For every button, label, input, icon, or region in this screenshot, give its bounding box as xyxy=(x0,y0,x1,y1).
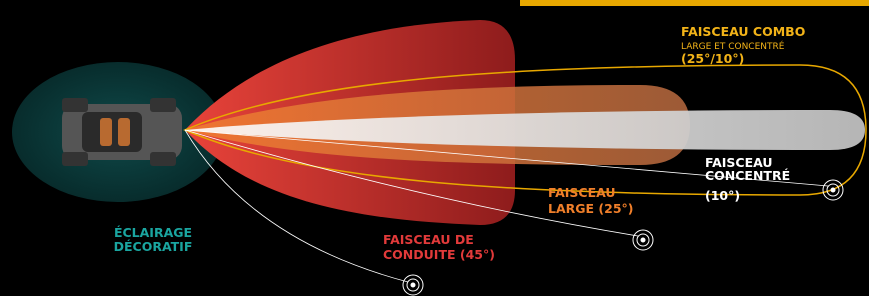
page: FAISCEAU COMBO LARGE ET CONCENTRÉ (25°/1… xyxy=(0,0,869,296)
driving-label: CONDUITE (45°) xyxy=(383,247,495,262)
combo-angle: (25°/10°) xyxy=(681,51,744,66)
decorative-label: DÉCORATIF xyxy=(114,239,193,254)
top-bar xyxy=(520,0,869,6)
spot-label: (10°) xyxy=(705,188,740,203)
beam-diagram: FAISCEAU COMBO LARGE ET CONCENTRÉ (25°/1… xyxy=(0,0,869,296)
wide-label: FAISCEAU xyxy=(548,185,616,200)
driving-label: FAISCEAU DE xyxy=(383,232,474,247)
wide-label: LARGE (25°) xyxy=(548,201,634,216)
vehicle xyxy=(62,98,182,166)
spot-label: CONCENTRÉ xyxy=(705,168,790,183)
decorative-label: ÉCLAIRAGE xyxy=(114,225,192,240)
combo-title: FAISCEAU COMBO xyxy=(681,24,805,39)
